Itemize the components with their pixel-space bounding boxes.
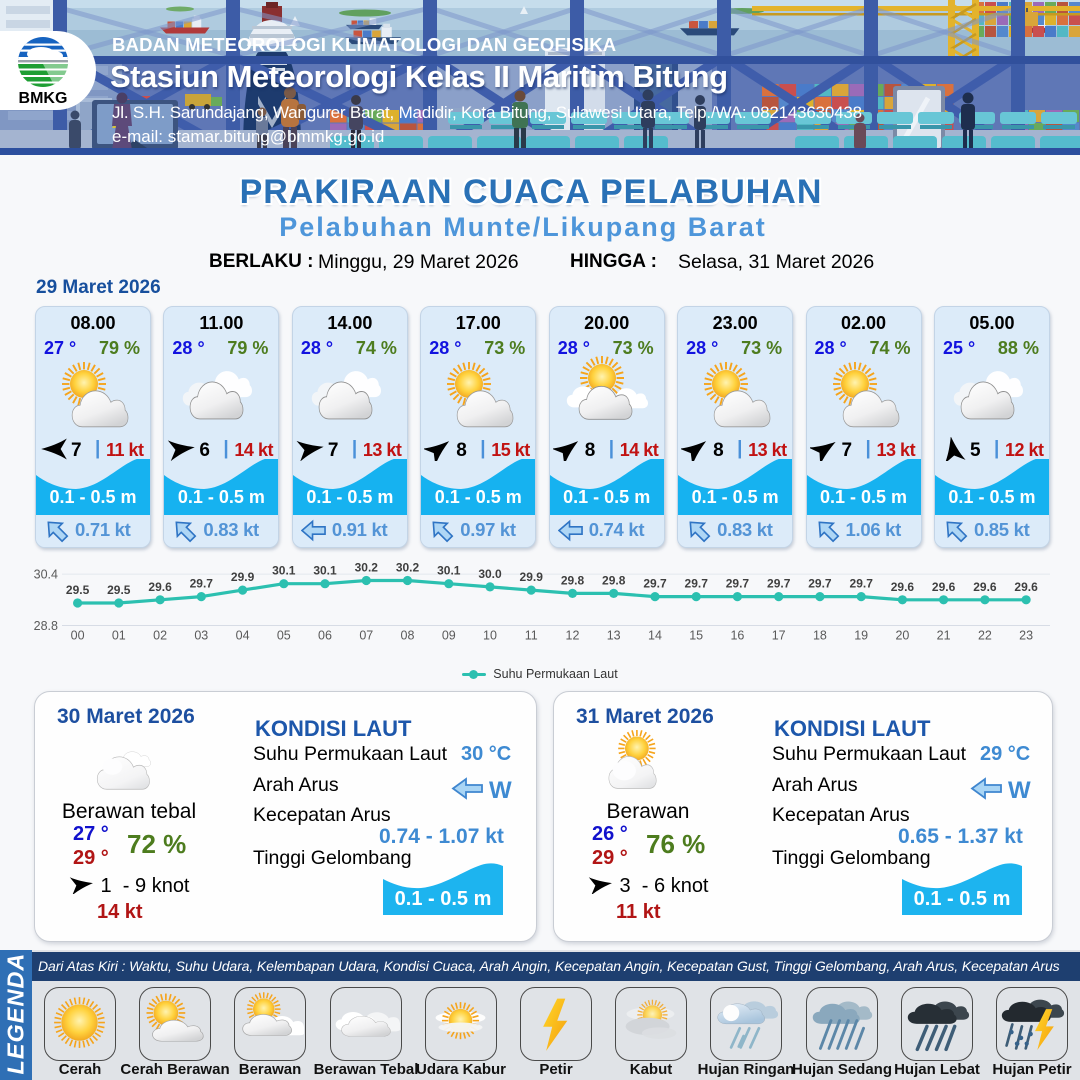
svg-text:30.4: 30.4 (34, 568, 58, 582)
svg-text:29.7: 29.7 (643, 577, 667, 591)
svg-text:29.6: 29.6 (932, 580, 956, 594)
svg-text:10: 10 (483, 629, 497, 643)
svg-text:11: 11 (525, 629, 538, 643)
svg-text:29.6: 29.6 (1014, 580, 1038, 594)
svg-text:09: 09 (442, 629, 456, 643)
svg-text:18: 18 (813, 629, 827, 643)
svg-text:29.6: 29.6 (148, 580, 172, 594)
svg-text:29.9: 29.9 (231, 570, 255, 584)
svg-text:01: 01 (112, 629, 126, 643)
svg-text:22: 22 (978, 629, 992, 643)
svg-text:20: 20 (895, 629, 909, 643)
svg-text:29.8: 29.8 (602, 573, 626, 587)
svg-text:29.7: 29.7 (808, 577, 832, 591)
svg-text:29.7: 29.7 (850, 577, 874, 591)
svg-text:00: 00 (71, 629, 85, 643)
svg-text:23: 23 (1019, 629, 1033, 643)
svg-text:08: 08 (401, 629, 415, 643)
svg-text:29.7: 29.7 (685, 577, 709, 591)
svg-text:28.8: 28.8 (34, 619, 58, 633)
svg-text:15: 15 (689, 629, 703, 643)
svg-text:19: 19 (854, 629, 868, 643)
svg-text:BMKG: BMKG (19, 90, 68, 107)
svg-text:29.7: 29.7 (726, 577, 750, 591)
svg-text:16: 16 (730, 629, 744, 643)
svg-text:07: 07 (359, 629, 373, 643)
svg-text:30.2: 30.2 (355, 561, 379, 575)
svg-text:17: 17 (772, 629, 786, 643)
svg-text:03: 03 (194, 629, 208, 643)
svg-text:06: 06 (318, 629, 332, 643)
svg-text:02: 02 (153, 629, 167, 643)
svg-text:29.6: 29.6 (973, 580, 997, 594)
svg-text:05: 05 (277, 629, 291, 643)
svg-text:13: 13 (607, 629, 621, 643)
svg-text:29.8: 29.8 (561, 573, 585, 587)
svg-text:30.1: 30.1 (272, 564, 296, 578)
svg-text:30.1: 30.1 (437, 564, 461, 578)
svg-text:12: 12 (566, 629, 580, 643)
svg-text:29.5: 29.5 (107, 583, 131, 597)
svg-text:30.0: 30.0 (478, 567, 502, 581)
svg-text:30.1: 30.1 (313, 564, 337, 578)
svg-text:04: 04 (236, 629, 250, 643)
svg-text:14: 14 (648, 629, 662, 643)
svg-text:29.6: 29.6 (891, 580, 915, 594)
svg-text:29.9: 29.9 (520, 570, 544, 584)
svg-text:29.7: 29.7 (190, 577, 214, 591)
svg-text:30.2: 30.2 (396, 561, 420, 575)
svg-text:29.5: 29.5 (66, 583, 90, 597)
svg-text:29.7: 29.7 (767, 577, 791, 591)
svg-text:21: 21 (937, 629, 951, 643)
